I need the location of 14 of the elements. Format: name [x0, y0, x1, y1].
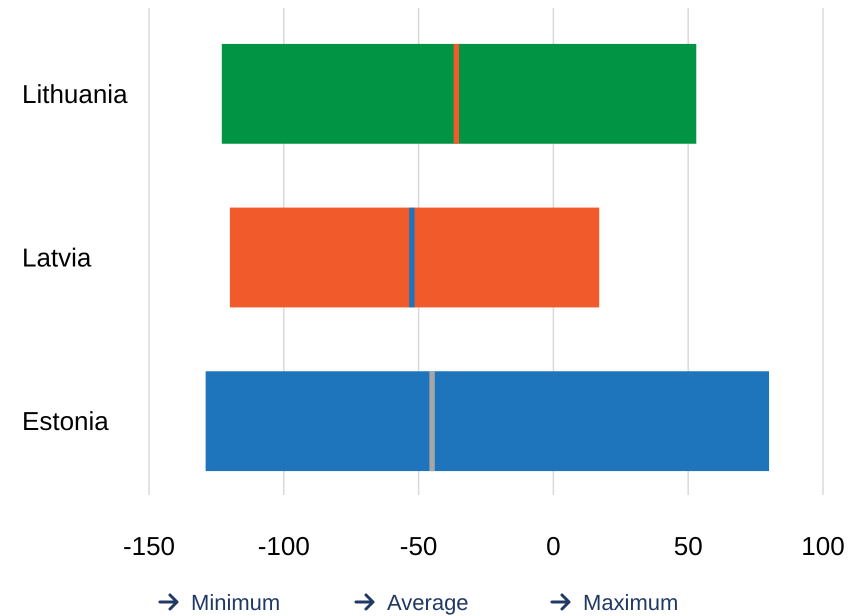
y-tick-label: Lithuania	[22, 78, 128, 109]
x-tick-label: -100	[258, 531, 310, 561]
x-tick-label: -50	[400, 531, 438, 561]
bar	[429, 371, 435, 472]
y-tick-label: Latvia	[22, 242, 92, 272]
x-tick-label: 0	[546, 531, 561, 561]
y-tick-label: Estonia	[22, 406, 110, 436]
x-tick-label: -150	[122, 531, 176, 561]
x-tick-label: 50	[674, 531, 703, 561]
bar	[222, 44, 696, 144]
x-tick-label: 100	[801, 531, 845, 561]
text: Average	[387, 590, 469, 615]
text: Minimum	[191, 590, 280, 615]
text: Maximum	[583, 590, 678, 615]
